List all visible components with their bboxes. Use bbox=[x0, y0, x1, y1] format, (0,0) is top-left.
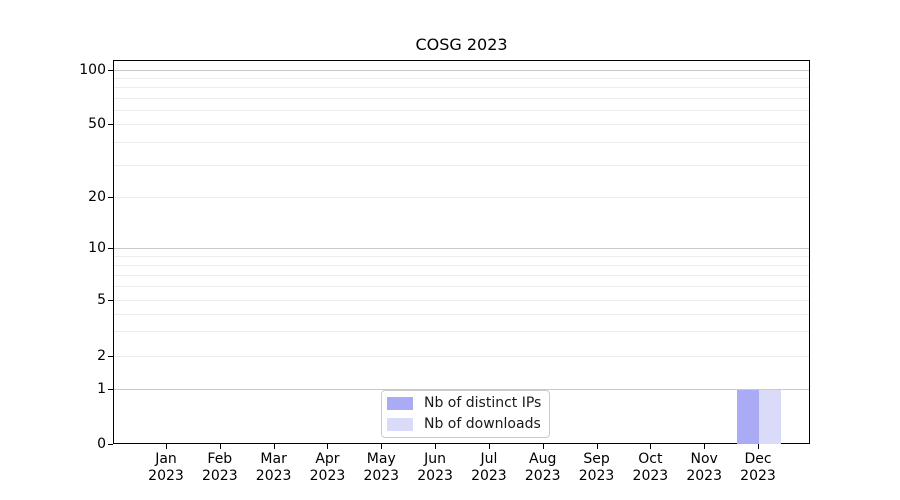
y-tick-mark bbox=[108, 248, 113, 249]
gridline-minor bbox=[114, 255, 809, 257]
x-tick-label: Feb 2023 bbox=[201, 451, 238, 484]
plot-area bbox=[113, 60, 810, 444]
gridline-minor bbox=[114, 356, 809, 357]
y-tick-mark bbox=[108, 300, 113, 301]
y-tick-label: 100 bbox=[79, 62, 106, 78]
gridline-minor bbox=[114, 87, 809, 89]
y-tick-mark bbox=[108, 124, 113, 125]
x-tick-mark bbox=[327, 444, 329, 449]
x-tick-mark bbox=[596, 444, 598, 449]
gridline-minor bbox=[114, 78, 809, 80]
x-tick-label: Apr 2023 bbox=[309, 451, 346, 484]
y-tick-label: 50 bbox=[88, 116, 106, 132]
gridline-major bbox=[114, 389, 809, 390]
gridline-minor bbox=[114, 141, 809, 143]
bar-nb-of-downloads bbox=[759, 390, 781, 444]
legend: Nb of distinct IPs Nb of downloads bbox=[381, 390, 551, 438]
x-tick-mark bbox=[219, 444, 221, 449]
gridline-major bbox=[114, 70, 809, 71]
x-tick-label: Jun 2023 bbox=[417, 451, 453, 484]
x-tick-mark bbox=[650, 444, 652, 449]
gridline-major bbox=[114, 248, 809, 249]
y-tick-label: 1 bbox=[97, 381, 106, 397]
gridline-minor bbox=[114, 264, 809, 266]
chart-title: COSG 2023 bbox=[415, 35, 508, 54]
y-tick-label: 0 bbox=[97, 436, 106, 452]
x-tick-label: Sep 2023 bbox=[578, 451, 615, 484]
x-tick-mark bbox=[488, 444, 490, 449]
gridline-minor bbox=[114, 331, 809, 333]
y-tick-mark bbox=[108, 70, 113, 71]
bar-nb-of-distinct-ips bbox=[737, 390, 759, 444]
gridline-minor bbox=[114, 109, 809, 111]
y-tick-mark bbox=[108, 389, 113, 390]
legend-swatch-downloads bbox=[387, 418, 413, 431]
legend-row-distinct-ips: Nb of distinct IPs bbox=[387, 395, 541, 412]
legend-row-downloads: Nb of downloads bbox=[387, 416, 541, 433]
x-tick-label: Dec 2023 bbox=[740, 451, 776, 484]
x-tick-label: Jan 2023 bbox=[148, 451, 184, 484]
gridline-minor bbox=[114, 197, 809, 198]
y-tick-label: 5 bbox=[97, 292, 106, 308]
x-tick-mark bbox=[435, 444, 437, 449]
gridline-minor bbox=[114, 286, 809, 288]
x-tick-label: Oct 2023 bbox=[632, 451, 669, 484]
y-tick-label: 10 bbox=[88, 240, 106, 256]
y-tick-mark bbox=[108, 444, 113, 445]
legend-label-downloads: Nb of downloads bbox=[424, 416, 541, 432]
legend-label-distinct-ips: Nb of distinct IPs bbox=[424, 395, 542, 411]
x-tick-mark bbox=[542, 444, 544, 449]
x-tick-label: Mar 2023 bbox=[255, 451, 292, 484]
x-tick-label: Jul 2023 bbox=[471, 451, 507, 484]
y-tick-label: 20 bbox=[88, 189, 106, 205]
y-tick-mark bbox=[108, 356, 113, 357]
x-tick-label: Nov 2023 bbox=[686, 451, 722, 484]
x-tick-mark bbox=[166, 444, 167, 449]
legend-swatch-distinct-ips bbox=[387, 397, 413, 410]
x-tick-mark bbox=[273, 444, 275, 449]
x-tick-label: May 2023 bbox=[363, 451, 400, 484]
x-tick-mark bbox=[758, 444, 759, 449]
gridline-minor bbox=[114, 124, 809, 125]
y-tick-label: 2 bbox=[97, 348, 106, 364]
gridline-minor bbox=[114, 164, 809, 166]
gridline-minor bbox=[114, 313, 809, 315]
x-tick-mark bbox=[381, 444, 383, 449]
gridline-minor bbox=[114, 97, 809, 99]
gridline-minor bbox=[114, 274, 809, 276]
y-tick-mark bbox=[108, 197, 113, 198]
x-tick-mark bbox=[704, 444, 706, 449]
x-tick-label: Aug 2023 bbox=[524, 451, 561, 484]
gridline-minor bbox=[114, 300, 809, 301]
